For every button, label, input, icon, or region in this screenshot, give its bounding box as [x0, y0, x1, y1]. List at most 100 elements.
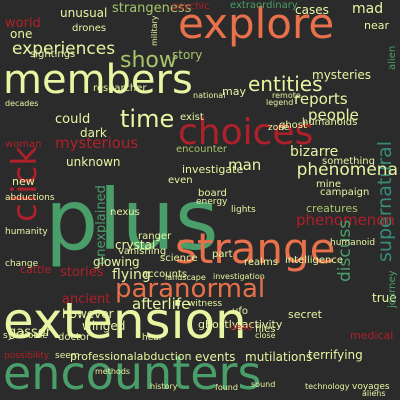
word: however — [62, 307, 114, 321]
word: something — [322, 156, 375, 167]
word: part — [212, 249, 233, 260]
word: national — [193, 91, 226, 100]
word: military — [150, 15, 159, 46]
word: remote — [272, 91, 301, 100]
word: psychic — [172, 1, 210, 12]
word: zone — [268, 123, 290, 133]
word: seem — [55, 351, 80, 361]
word: humanity — [5, 227, 48, 237]
word: change — [5, 259, 39, 269]
word: mysterious — [55, 134, 139, 152]
word: nexus — [110, 207, 140, 218]
word: methods — [95, 367, 131, 376]
word: near — [364, 19, 390, 32]
word: lights — [231, 205, 256, 215]
word: ufo — [232, 306, 248, 317]
word: flying — [112, 267, 151, 283]
word: decades — [5, 99, 39, 108]
word: mine — [316, 179, 342, 190]
word: unknown — [66, 155, 121, 169]
word: aliens — [362, 389, 386, 398]
word: voyages — [352, 382, 390, 392]
word: vanishing — [118, 246, 167, 257]
word: close — [255, 331, 276, 340]
word: paranormal — [115, 274, 266, 304]
word: mysteries — [312, 68, 372, 82]
word: accounts — [142, 269, 188, 280]
word: drones — [72, 23, 107, 34]
word: glowing — [93, 255, 140, 269]
word: plus — [45, 171, 219, 269]
word: ghostly activity — [198, 318, 283, 331]
word: cattle — [20, 263, 52, 276]
word: humanoids — [302, 117, 358, 128]
word: history — [150, 382, 178, 391]
word: strange — [175, 224, 336, 273]
word: bizarre — [290, 144, 339, 160]
word: hear — [142, 333, 163, 343]
word: even — [168, 175, 193, 186]
word: stories — [60, 265, 104, 280]
word: creatures — [306, 202, 358, 215]
word: dark — [80, 126, 107, 140]
word: professionalabduction — [70, 350, 192, 363]
word: new — [12, 175, 35, 188]
word: landscape — [165, 273, 206, 282]
word: man — [228, 156, 262, 174]
word: events — [195, 350, 236, 364]
word: world — [5, 16, 41, 31]
word: members — [3, 57, 193, 103]
word: terrifying — [308, 348, 363, 362]
word: time — [120, 105, 175, 133]
word: unexplained — [94, 185, 109, 265]
word: doctor — [58, 332, 91, 343]
word: board — [198, 188, 227, 199]
word: phenomenon — [296, 211, 395, 229]
word: reports — [294, 90, 348, 108]
word: medical — [350, 329, 394, 342]
word: realms — [244, 257, 278, 268]
word: exist — [180, 112, 204, 123]
word: ancient — [62, 292, 111, 307]
word: legend — [266, 98, 294, 107]
word: phenomena — [296, 160, 398, 180]
word: entities — [248, 72, 323, 96]
word: mutilations — [245, 350, 313, 364]
word: unusual — [60, 6, 108, 20]
word: extraordinary — [230, 0, 298, 11]
word: story — [172, 48, 203, 62]
word: found — [215, 383, 238, 392]
word: witness — [188, 299, 223, 309]
word: extension — [3, 292, 247, 350]
word: secret — [288, 308, 322, 321]
word: ghost — [279, 120, 307, 131]
word: humanoid — [330, 238, 376, 248]
word: files — [255, 324, 276, 335]
word: encounters — [3, 346, 262, 400]
word: choices — [178, 112, 314, 153]
word: could — [55, 112, 91, 127]
word: possibility — [4, 351, 50, 361]
word: may — [222, 85, 246, 98]
word: gasser — [8, 325, 52, 340]
word: journey — [387, 270, 398, 308]
word: encounter — [176, 144, 227, 155]
word: technology — [305, 382, 350, 391]
word: experiences — [12, 39, 116, 59]
word: people — [308, 106, 359, 124]
word: campaign — [320, 187, 370, 198]
word: crystal — [115, 238, 156, 252]
word: explore — [178, 0, 335, 48]
word: true — [372, 291, 397, 305]
word: ranger — [138, 231, 172, 242]
word: sightings — [30, 49, 76, 60]
word: energy — [196, 197, 228, 207]
word: mad — [352, 1, 384, 17]
word: investigate — [182, 163, 244, 176]
word: afterlife — [132, 295, 191, 313]
word: dead — [230, 323, 253, 333]
word: cases — [295, 3, 329, 17]
word: sound — [251, 380, 276, 389]
word: woman — [5, 139, 42, 150]
